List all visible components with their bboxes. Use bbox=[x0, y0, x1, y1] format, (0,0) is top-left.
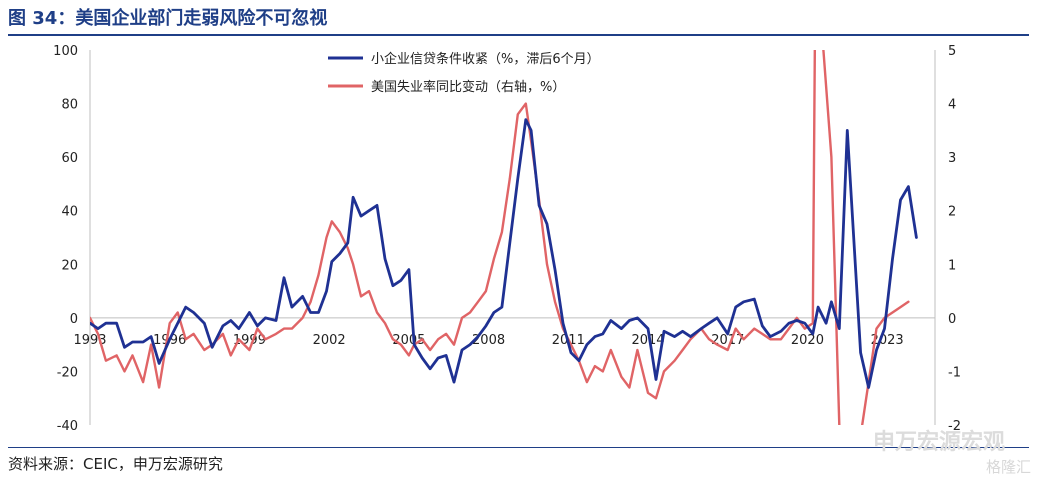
chart-title: 图 34：美国企业部门走弱风险不可忽视 bbox=[8, 8, 328, 29]
x-tick-label: 1999 bbox=[233, 333, 266, 348]
legend-label: 小企业信贷条件收紧（%，滞后6个月） bbox=[371, 51, 600, 67]
x-tick-label: 2020 bbox=[791, 333, 824, 348]
right-tick-label: -2 bbox=[948, 419, 961, 434]
left-tick-label: -40 bbox=[57, 419, 78, 434]
title-rule bbox=[8, 34, 1029, 36]
legend-label: 美国失业率同比变动（右轴，%） bbox=[371, 79, 565, 95]
watermark-logo: 格隆汇 bbox=[985, 458, 1031, 476]
right-tick-label: 5 bbox=[948, 44, 956, 59]
left-tick-label: 20 bbox=[61, 258, 78, 273]
right-tick-label: 2 bbox=[948, 205, 956, 220]
x-tick-label: 2002 bbox=[313, 333, 346, 348]
left-tick-label: 80 bbox=[61, 98, 78, 113]
series-layer bbox=[90, 50, 918, 425]
x-tick-label: 2014 bbox=[631, 333, 664, 348]
source-note: 资料来源：CEIC，申万宏源研究 bbox=[8, 455, 223, 473]
left-tick-label: 100 bbox=[53, 44, 78, 59]
watermark: 申万宏源宏观 bbox=[872, 430, 1005, 455]
x-tick-label: 2008 bbox=[472, 333, 505, 348]
right-tick-label: -1 bbox=[948, 365, 961, 380]
right-tick-label: 4 bbox=[948, 98, 956, 113]
left-tick-label: 60 bbox=[61, 151, 78, 166]
left-tick-label: 40 bbox=[61, 205, 78, 220]
right-tick-label: 1 bbox=[948, 258, 956, 273]
x-tick-label: 2017 bbox=[711, 333, 744, 348]
left-tick-label: -20 bbox=[57, 365, 78, 380]
right-tick-label: 3 bbox=[948, 151, 956, 166]
footer-rule bbox=[8, 447, 1029, 448]
left-tick-label: 0 bbox=[70, 312, 78, 327]
legend: 小企业信贷条件收紧（%，滞后6个月） 美国失业率同比变动（右轴，%） bbox=[328, 51, 600, 95]
series-line-unemployment bbox=[90, 50, 910, 425]
series-line-credit bbox=[90, 118, 918, 389]
right-tick-label: 0 bbox=[948, 312, 956, 327]
